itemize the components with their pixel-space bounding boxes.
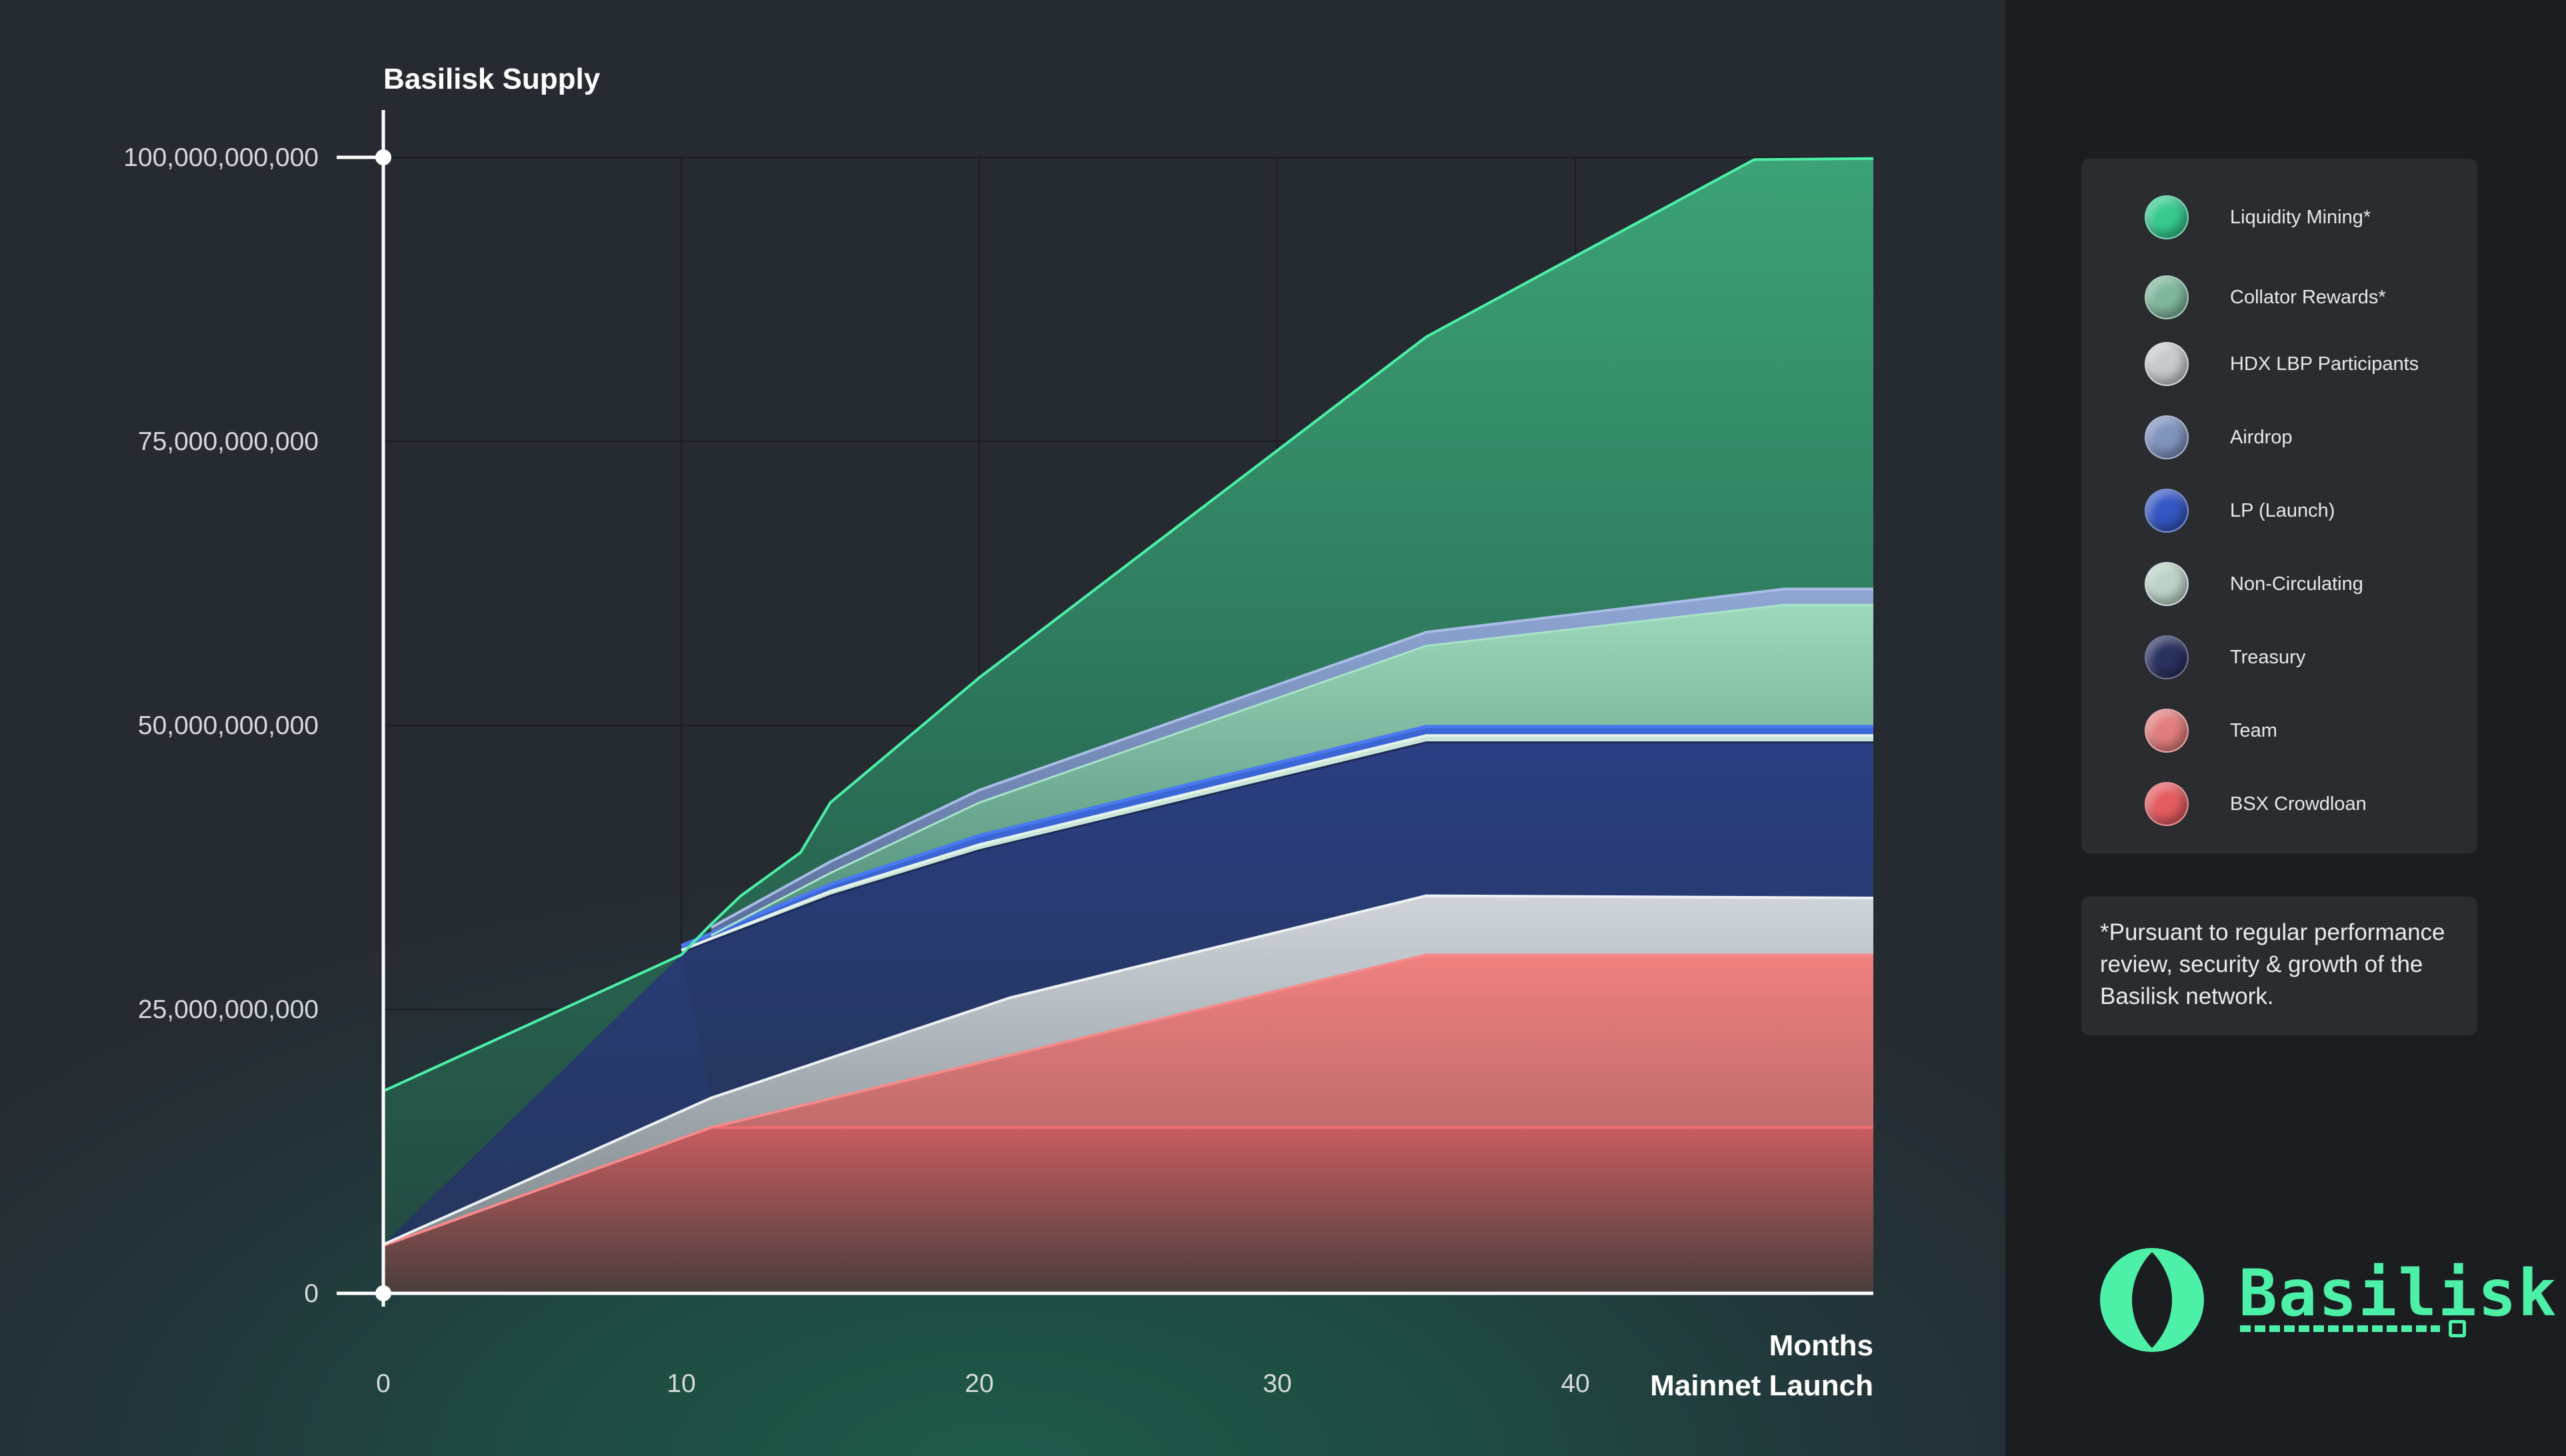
chart-title: Basilisk Supply [383,63,601,95]
legend-label: Airdrop [2230,426,2293,448]
x-axis-sublabel: Mainnet Launch [1650,1369,1873,1402]
legend-item: Collator Rewards* [2145,275,2386,319]
logo-dot [2449,1320,2466,1337]
legend-swatch [2145,415,2189,459]
x-tick-label: 0 [376,1369,391,1398]
legend-item: Non-Circulating [2145,562,2363,606]
y-axis-top-dot [375,149,391,165]
line-airdrop [710,587,1873,929]
series-lines [383,157,1874,1247]
logo-wordmark: Basilisk [2239,1256,2558,1331]
legend-swatch [2145,195,2189,239]
x-tick-label: 10 [667,1369,695,1398]
line-lp-launch [681,725,1873,947]
axis-labels: Basilisk Supply 0 25,000,000,000 50,000,000… [123,63,1873,1402]
legend-swatch [2145,709,2189,753]
area-series [383,158,1873,1293]
legend-label: HDX LBP Participants [2230,353,2419,375]
x-tick-label: 30 [1263,1369,1291,1398]
legend-swatch [2145,562,2189,606]
legend-label: BSX Crowdloan [2230,793,2367,815]
legend-item: BSX Crowdloan [2145,782,2367,826]
legend-swatch [2145,489,2189,533]
area-treasury [681,742,1873,1098]
legend-label: Non-Circulating [2230,573,2363,595]
area-team [383,955,1873,1246]
legend-swatch [2145,782,2189,826]
legend-label: Collator Rewards* [2230,286,2386,308]
legend-item: Airdrop [2145,415,2293,459]
legend-swatch [2145,635,2189,679]
line-treasury [681,741,1873,954]
supply-chart: Basilisk Supply 0 25,000,000,000 50,000,000… [123,63,1874,1402]
basilisk-eye-icon [2100,1248,2204,1352]
x-tick-label: 40 [1561,1369,1589,1398]
legend-swatch [2145,342,2189,386]
area-bsx-crowdloan [383,1127,1873,1293]
legend-item: HDX LBP Participants [2145,342,2419,386]
legend-label: LP (Launch) [2230,499,2335,521]
footnote-text: *Pursuant to regular performance review,… [2100,919,2445,1009]
footnote-box: *Pursuant to regular performance review,… [2081,897,2477,1035]
legend-label: Team [2230,719,2277,741]
y-tick-label: 100,000,000,000 [123,143,319,172]
legend: Liquidity Mining* Collator Rewards* HDX LB… [2081,159,2477,853]
line-hdx-lbp-participants [383,894,1874,1246]
area-collator-rewards [681,605,1873,946]
basilisk-logo: Basilisk [2099,1247,2556,1360]
legend-item: LP (Launch) [2145,489,2335,533]
x-axis-label: Months [1769,1329,1873,1362]
legend-item: Liquidity Mining* [2145,195,2371,239]
chart-panel: Basilisk Supply 0 25,000,000,000 50,000,000… [0,0,2005,1456]
y-tick-label: 0 [304,1279,319,1308]
line-non-circulating [681,734,1873,952]
axes [337,110,1873,1307]
y-tick-label: 75,000,000,000 [138,427,319,456]
area-hdx-lbp [383,895,1873,1246]
logo-underline [2240,1325,2440,1332]
legend-swatch [2145,275,2189,319]
legend-item: Treasury [2145,635,2306,679]
legend-label: Liquidity Mining* [2230,206,2371,228]
line-liquidity-mining [383,157,1874,1093]
x-tick-label: 20 [965,1369,993,1398]
legend-label: Treasury [2230,646,2306,668]
origin-dot [375,1285,391,1301]
line-collator-rewards [711,603,1873,937]
line-team [383,953,1873,1247]
y-tick-label: 50,000,000,000 [138,711,319,740]
area-liquidity-mining [383,158,1873,1245]
y-tick-label: 25,000,000,000 [138,995,319,1024]
legend-item: Team [2145,709,2277,753]
